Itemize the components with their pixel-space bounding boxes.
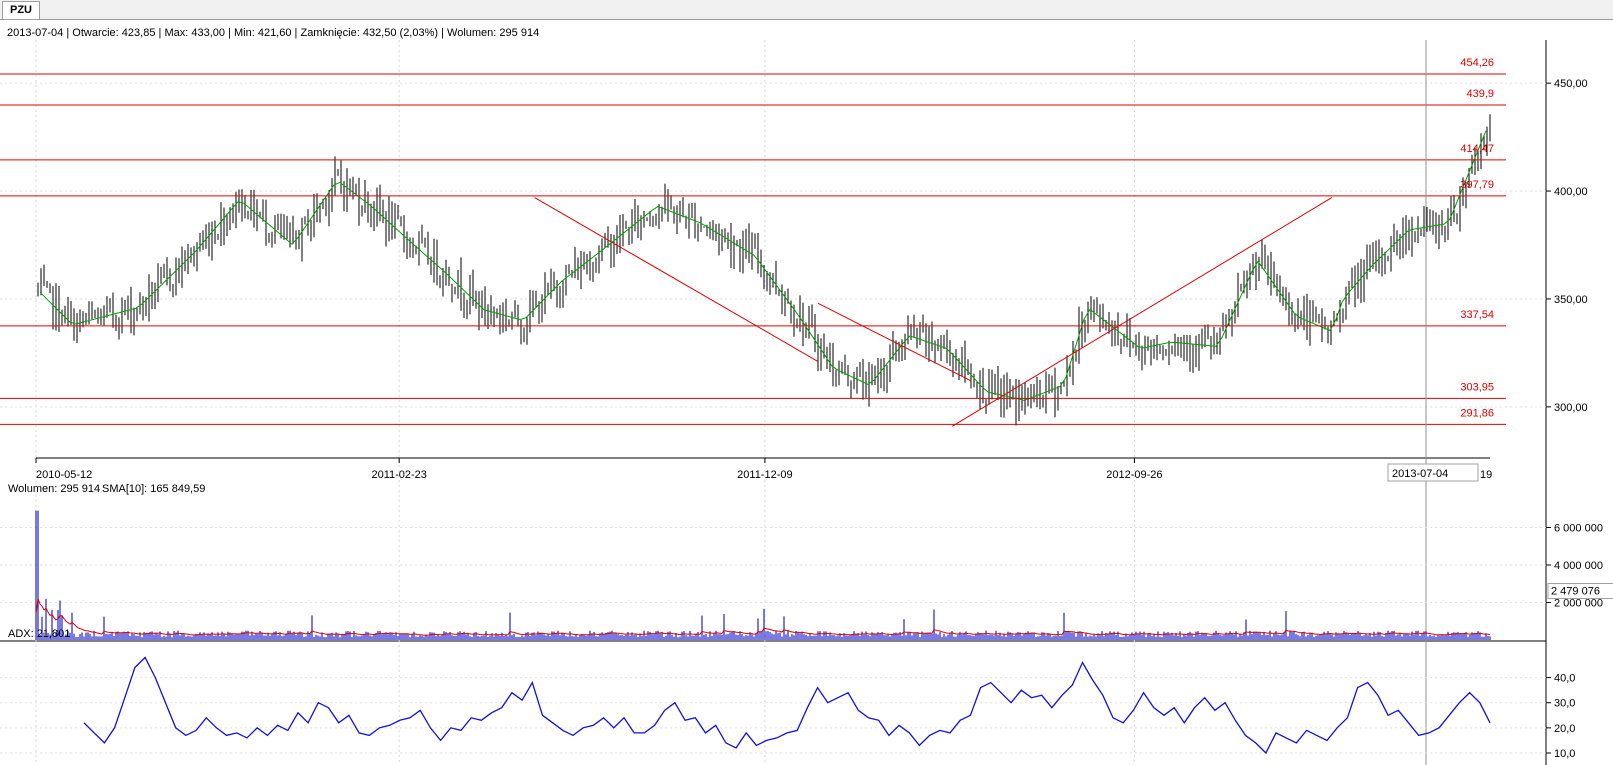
price-trendline bbox=[951, 197, 1333, 427]
price-y-tick-label: 300,00 bbox=[1554, 402, 1588, 414]
volume-bars bbox=[35, 510, 1491, 640]
adx-label: ADX: 21,801 bbox=[8, 628, 70, 640]
adx-y-tick-label: 40,0 bbox=[1554, 673, 1575, 685]
info-close: 432,50 (2,03%) bbox=[362, 27, 439, 39]
price-y-tick-label: 400,00 bbox=[1554, 186, 1588, 198]
volume-y-tick-label: 4 000 000 bbox=[1554, 560, 1603, 572]
price-y-tick-label: 350,00 bbox=[1554, 294, 1588, 306]
adx-y-tick-label: 10,0 bbox=[1554, 748, 1575, 760]
ohlc-info-line: 2013-07-04 | Otwarcie: 423,85 | Max: 433… bbox=[7, 27, 540, 39]
volume-y-tick-label: 6 000 000 bbox=[1554, 523, 1603, 535]
price-moving-average-line bbox=[39, 130, 1487, 401]
volume-current-value-label: 2 479 076 bbox=[1551, 586, 1600, 598]
volume-y-tick-label: 2 000 000 bbox=[1554, 598, 1603, 610]
price-level-label: 454,26 bbox=[1460, 57, 1494, 69]
info-max-label: Max: bbox=[164, 27, 189, 39]
price-level-label: 303,95 bbox=[1460, 381, 1494, 393]
x-tick-label: 2010-05-12 bbox=[36, 469, 92, 481]
price-y-tick-label: 450,00 bbox=[1554, 78, 1588, 90]
price-level-label: 291,86 bbox=[1460, 407, 1494, 419]
price-trendline bbox=[817, 302, 972, 382]
info-date: 2013-07-04 bbox=[7, 27, 64, 39]
info-open: 423,85 bbox=[121, 27, 156, 39]
x-tick-label: 2012-09-26 bbox=[1106, 469, 1162, 481]
info-open-label: Otwarcie: bbox=[72, 27, 119, 39]
x-tick-label: 2011-12-09 bbox=[737, 469, 792, 481]
price-candles bbox=[37, 114, 1491, 426]
info-volume-label: Wolumen: bbox=[447, 27, 497, 39]
adx-line bbox=[83, 656, 1491, 755]
info-close-label: Zamknięcie: bbox=[300, 27, 360, 39]
cursor-date-suffix: 19 bbox=[1480, 469, 1492, 481]
info-min-label: Min: bbox=[233, 27, 255, 39]
cursor-date-box bbox=[1387, 463, 1479, 482]
cursor-date-label: 2013-07-04 bbox=[1392, 468, 1448, 480]
tab-bar: PZU bbox=[0, 0, 1613, 20]
price-trendline bbox=[534, 197, 819, 362]
x-tick-label: 2011-02-23 bbox=[371, 469, 426, 481]
tab-pzu[interactable]: PZU bbox=[2, 1, 40, 19]
price-level-label: 414,47 bbox=[1460, 143, 1494, 155]
volume-label: Wolumen: 295 914 bbox=[8, 483, 100, 495]
volume-sma-label: SMA[10]: 165 849,59 bbox=[102, 483, 205, 495]
price-level-label: 397,79 bbox=[1460, 179, 1494, 191]
info-max: 433,00 bbox=[191, 27, 225, 39]
adx-y-tick-label: 30,0 bbox=[1554, 698, 1575, 710]
info-min: 421,60 bbox=[257, 27, 292, 39]
adx-y-tick-label: 20,0 bbox=[1554, 723, 1575, 735]
volume-current-value-box bbox=[1547, 583, 1613, 600]
info-volume: 295 914 bbox=[499, 27, 540, 39]
volume-sma-line bbox=[35, 598, 1491, 636]
price-level-label: 439,9 bbox=[1466, 88, 1494, 100]
price-level-label: 337,54 bbox=[1460, 309, 1494, 321]
